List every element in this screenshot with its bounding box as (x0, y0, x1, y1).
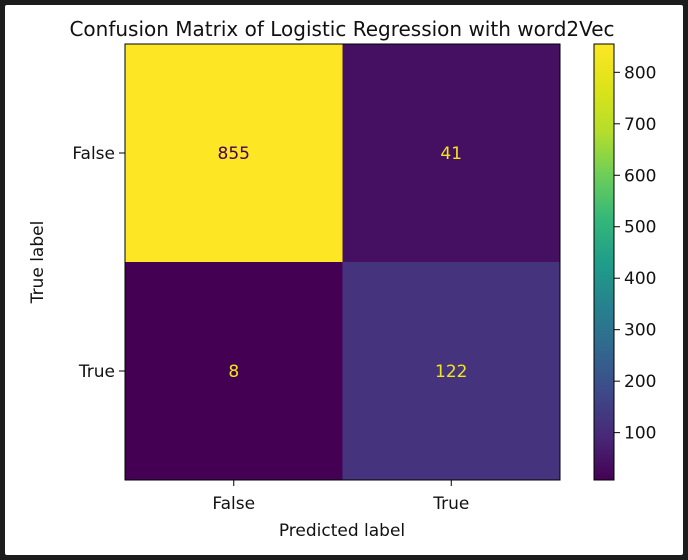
matrix-cells: 855 41 8 122 (125, 44, 560, 480)
matrix-cell-1-0 (125, 262, 343, 480)
x-tick-label: True (432, 494, 469, 514)
y-tick-label: False (72, 144, 115, 164)
confusion-matrix-chart: Confusion Matrix of Logistic Regression … (28, 17, 656, 541)
cell-value-label: 41 (440, 144, 462, 164)
colorbar-tick-label: 500 (624, 218, 656, 238)
colorbar-tick-label: 800 (624, 63, 656, 83)
figure-frame: Confusion Matrix of Logistic Regression … (5, 5, 683, 555)
colorbar-tick-label: 300 (624, 321, 656, 341)
cell-value-label: 8 (228, 362, 239, 382)
colorbar-tick-label: 700 (624, 115, 656, 135)
colorbar-tick-label: 400 (624, 269, 656, 289)
y-axis-ticks: False True (72, 144, 125, 382)
x-axis-label: Predicted label (279, 521, 405, 541)
x-axis-ticks: False True (212, 480, 469, 514)
matrix-cell-0-0 (125, 44, 343, 262)
y-tick-label: True (78, 362, 115, 382)
colorbar-tick-label: 100 (624, 424, 656, 444)
matrix-cell-0-1 (342, 44, 560, 262)
cell-value-label: 855 (218, 144, 250, 164)
plot-frame (124, 43, 561, 481)
cell-value-label: 122 (435, 362, 467, 382)
colorbar-tick-label: 200 (624, 372, 656, 392)
colorbar (593, 43, 615, 481)
x-tick-label: False (212, 494, 255, 514)
y-axis-label: True label (28, 221, 48, 305)
colorbar-ticks: 100 200 300 400 500 600 700 800 (614, 63, 656, 444)
matrix-cell-1-1 (342, 262, 560, 480)
colorbar-tick-label: 600 (624, 166, 656, 186)
chart-title: Confusion Matrix of Logistic Regression … (69, 17, 614, 41)
